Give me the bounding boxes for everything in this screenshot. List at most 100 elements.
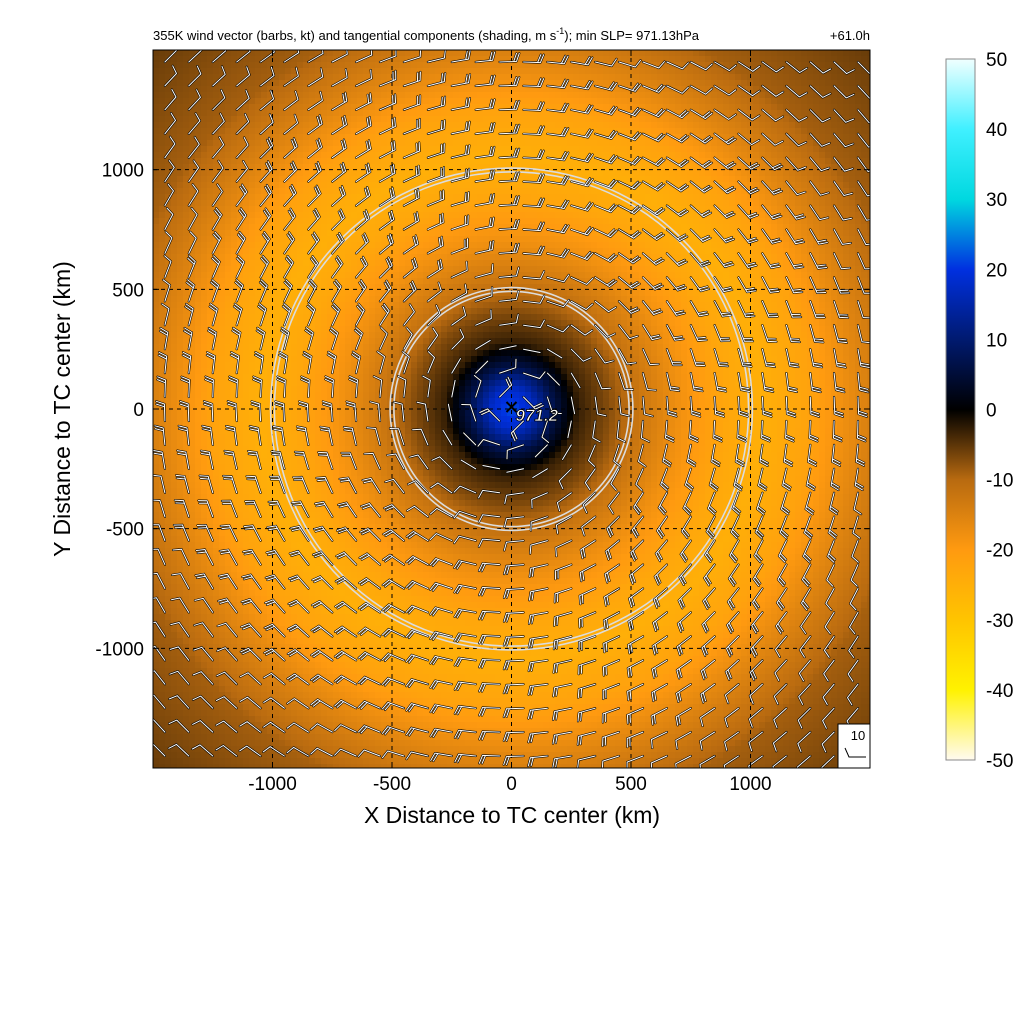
wind-barb [665,180,689,193]
wind-barb [665,252,688,267]
wind-barb [856,348,870,369]
wind-barb [661,443,672,468]
wind-barb [850,563,860,588]
wind-barb [187,183,199,207]
wind-barb [187,50,203,64]
tc-center-marker: 971.2 [505,401,559,425]
wind-barb [594,203,618,214]
wind-barb [797,683,812,706]
wind-barb [191,719,214,734]
wind-barb [310,649,334,662]
wind-barb [283,50,300,64]
wind-barb [426,95,447,111]
wind-barb [307,50,325,64]
wind-barb [283,160,298,183]
wind-barb [664,419,675,443]
wind-barb [737,108,761,122]
wind-barb [761,395,773,418]
wind-barb [594,252,618,263]
wind-barb [702,587,716,610]
wind-barb [679,539,692,563]
wind-barb [713,276,734,293]
wind-barb [254,351,265,375]
wind-barb [235,254,246,279]
wind-barb [707,491,717,516]
wind-barb [478,730,501,741]
wind-barb [797,707,812,730]
wind-barb [153,523,166,542]
wind-barb [411,428,429,446]
wind-barb [153,742,166,758]
wind-barb [478,586,501,597]
wind-barb [773,659,788,682]
wind-barb [252,375,263,399]
wind-barb [710,443,721,468]
wind-barb [283,137,299,159]
wind-barb [528,587,549,602]
wind-barb [676,611,692,633]
wind-barb [153,449,166,470]
wind-barb [833,60,856,75]
wind-barb [657,491,668,516]
wind-barb [617,107,642,117]
wind-barb [713,324,731,343]
wind-barbs [153,50,870,768]
wind-barb [338,476,358,494]
wind-barb [309,747,334,758]
wind-barb [197,499,214,518]
wind-barb [163,207,174,231]
wind-barb [153,621,166,638]
wind-barb [351,350,362,375]
wind-barb [634,467,645,492]
wind-barb [641,204,666,216]
wind-barb [175,474,190,494]
wind-barb [307,67,324,87]
wind-barb [401,350,411,375]
wind-barb [217,597,238,614]
wind-barb [235,112,250,135]
wind-barb [749,635,764,658]
wind-barb [757,467,768,492]
wind-barb [450,283,468,303]
wind-barb [498,219,521,231]
wind-barb [355,186,371,207]
wind-barb [357,626,382,638]
wind-barb [652,611,668,632]
wind-barb [177,424,190,446]
wind-barb [266,524,286,542]
wind-barb [163,88,178,111]
colorbar-tick-label: 40 [986,120,1007,141]
wind-barb [713,156,737,170]
wind-barb [761,300,779,318]
wind-barb [561,443,573,461]
wind-barb [809,204,830,221]
wind-barb [554,539,573,558]
wind-barb [594,372,612,390]
wind-barb [570,128,594,139]
plot-area: 971.2 [153,50,870,768]
wind-barb [737,276,757,294]
wind-barb [546,127,570,138]
wind-barb [321,400,334,423]
wind-barb [381,749,405,759]
wind-barb [335,551,358,566]
wind-barb [259,183,273,207]
y-tick-label: -1000 [95,639,144,660]
wind-barb [785,395,797,418]
wind-barb [312,525,334,542]
wind-barb [287,623,310,638]
wind-barb [617,300,640,315]
wind-barb [247,450,262,470]
wind-barb [761,84,785,98]
wind-barb [578,635,597,652]
wind-barb [617,252,642,265]
wind-barb [749,659,764,682]
wind-barb [283,90,300,111]
wind-barb [181,351,192,375]
wind-barb [785,204,806,221]
wind-barb [856,419,867,443]
wind-barb [761,60,785,73]
wind-barb [450,357,462,375]
wind-barb [617,204,642,215]
wind-barb [310,624,334,638]
